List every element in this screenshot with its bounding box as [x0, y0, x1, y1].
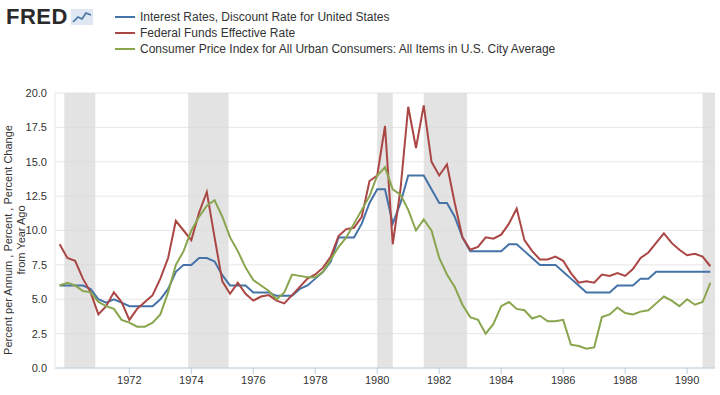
html-text:Consumer Price Index for All U: Consumer Price Index for All Urban Consu…: [140, 42, 556, 56]
svg-text:1982: 1982: [427, 374, 451, 386]
svg-text:2.5: 2.5: [32, 328, 47, 340]
svg-text:20.0: 20.0: [26, 87, 47, 99]
html-text:Interest Rates, Discount Rate: Interest Rates, Discount Rate for United…: [140, 10, 390, 24]
svg-text:1984: 1984: [489, 374, 513, 386]
svg-text:0.0: 0.0: [32, 362, 47, 374]
svg-text:1980: 1980: [365, 374, 389, 386]
html-text:FRED: FRED: [6, 4, 68, 29]
svg-text:1972: 1972: [117, 374, 141, 386]
svg-text:15.0: 15.0: [26, 156, 47, 168]
svg-text:1978: 1978: [303, 374, 327, 386]
svg-text:1988: 1988: [613, 374, 637, 386]
svg-text:1976: 1976: [241, 374, 265, 386]
svg-text:from Year Ago: from Year Ago: [15, 205, 27, 274]
svg-text:5.0: 5.0: [32, 293, 47, 305]
svg-text:17.5: 17.5: [26, 121, 47, 133]
html-text:Federal Funds Effective Rate: Federal Funds Effective Rate: [140, 26, 296, 40]
svg-text:1986: 1986: [551, 374, 575, 386]
svg-text:7.5: 7.5: [32, 259, 47, 271]
svg-text:10.0: 10.0: [26, 224, 47, 236]
svg-text:12.5: 12.5: [26, 190, 47, 202]
svg-text:Percent per Annum , Percent ,: Percent per Annum , Percent , Percent Ch…: [2, 125, 14, 355]
svg-text:1990: 1990: [675, 374, 699, 386]
svg-text:1974: 1974: [179, 374, 203, 386]
